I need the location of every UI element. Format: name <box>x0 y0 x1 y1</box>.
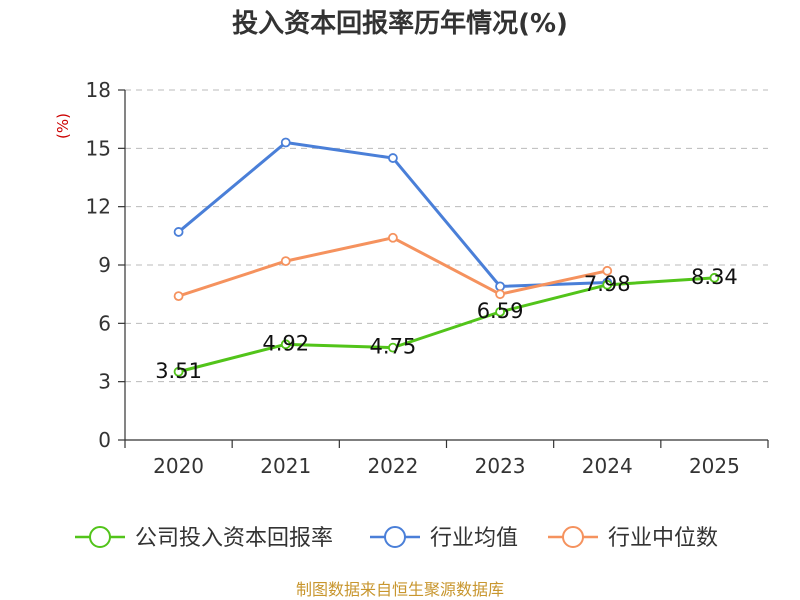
data-point <box>173 227 184 237</box>
legend-marker <box>562 526 584 548</box>
data-point <box>388 232 398 243</box>
data-label: 6.59 <box>477 299 524 323</box>
y-tick-label: 6 <box>98 311 111 335</box>
series-line <box>178 236 608 298</box>
data-label: 4.92 <box>262 331 309 355</box>
y-axis-label: (%) <box>54 113 72 139</box>
x-tick-label: 2020 <box>153 454 204 478</box>
data-label: 4.75 <box>370 335 417 359</box>
data-point <box>388 342 398 353</box>
x-tick-label: 2021 <box>260 454 311 478</box>
data-label: 3.51 <box>155 359 202 383</box>
data-point <box>495 281 505 292</box>
data-point <box>709 272 720 283</box>
x-tick-label: 2024 <box>582 454 633 478</box>
data-point <box>280 137 291 148</box>
legend-label: 行业均值 <box>430 526 518 551</box>
data-point <box>602 265 613 276</box>
data-point <box>388 153 398 163</box>
legend-marker <box>384 526 406 548</box>
legend-marker <box>89 526 111 548</box>
data-point <box>495 289 505 300</box>
data-label: 7.98 <box>584 272 631 296</box>
data-point <box>173 291 184 302</box>
y-tick-label: 18 <box>86 78 111 102</box>
data-point <box>173 366 184 377</box>
legend-label: 公司投入资本回报率 <box>135 526 333 551</box>
y-tick-label: 9 <box>98 253 111 277</box>
y-tick-label: 15 <box>86 136 111 160</box>
series-line <box>178 276 715 374</box>
x-tick-label: 2025 <box>689 454 740 478</box>
x-tick-label: 2022 <box>367 454 418 478</box>
data-point <box>280 339 291 350</box>
x-tick-label: 2023 <box>475 454 526 478</box>
source-note: 制图数据来自恒生聚源数据库 <box>296 580 504 599</box>
legend-label: 行业中位数 <box>608 526 718 551</box>
y-tick-label: 0 <box>98 428 111 452</box>
data-label: 8.34 <box>691 265 738 289</box>
y-tick-label: 12 <box>86 195 111 219</box>
chart-title: 投入资本回报率历年情况(%) <box>232 8 568 39</box>
y-tick-label: 3 <box>98 370 111 394</box>
data-point <box>495 306 505 317</box>
data-point <box>602 279 613 290</box>
data-point <box>280 256 291 267</box>
